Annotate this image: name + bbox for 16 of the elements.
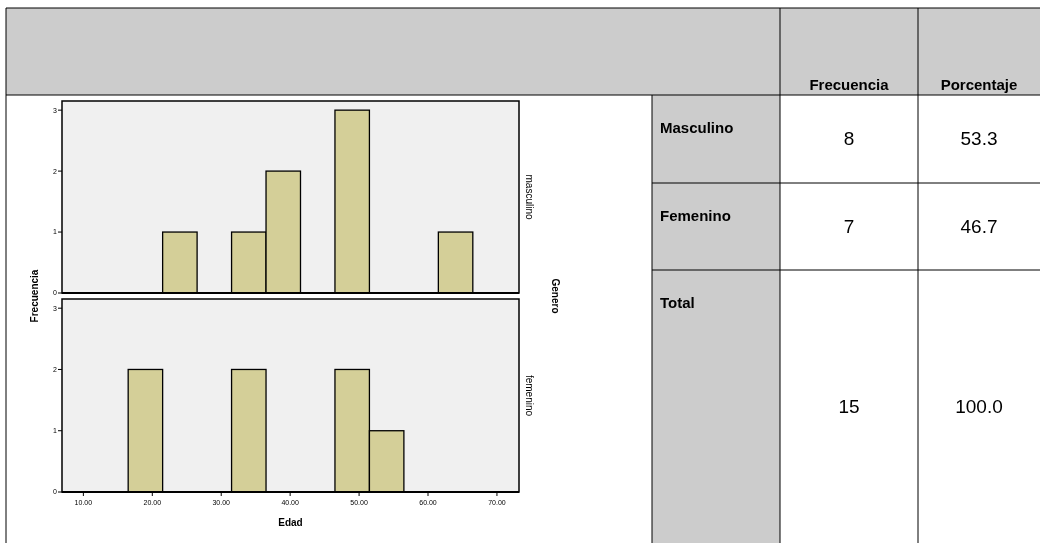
text: Genero bbox=[550, 278, 561, 314]
x-axis-title: Edad bbox=[278, 517, 303, 528]
category-label: Total bbox=[660, 294, 695, 311]
data-label: 100.0 bbox=[955, 395, 1003, 417]
text: Porcentaje bbox=[940, 76, 1018, 93]
text: masculino bbox=[524, 174, 535, 220]
text: Frecuencia bbox=[809, 76, 890, 93]
data-label: 15 bbox=[838, 395, 860, 417]
data-label: 53.3 bbox=[960, 128, 998, 149]
data-label: 46.7 bbox=[960, 215, 998, 237]
text: femenino bbox=[524, 374, 535, 417]
data-label: 7 bbox=[843, 215, 855, 237]
category-label: Femenino bbox=[660, 207, 731, 224]
y-axis-title: Frecuencia bbox=[29, 269, 40, 323]
data-label: 8 bbox=[843, 128, 855, 149]
category-label: Masculino bbox=[660, 119, 734, 136]
